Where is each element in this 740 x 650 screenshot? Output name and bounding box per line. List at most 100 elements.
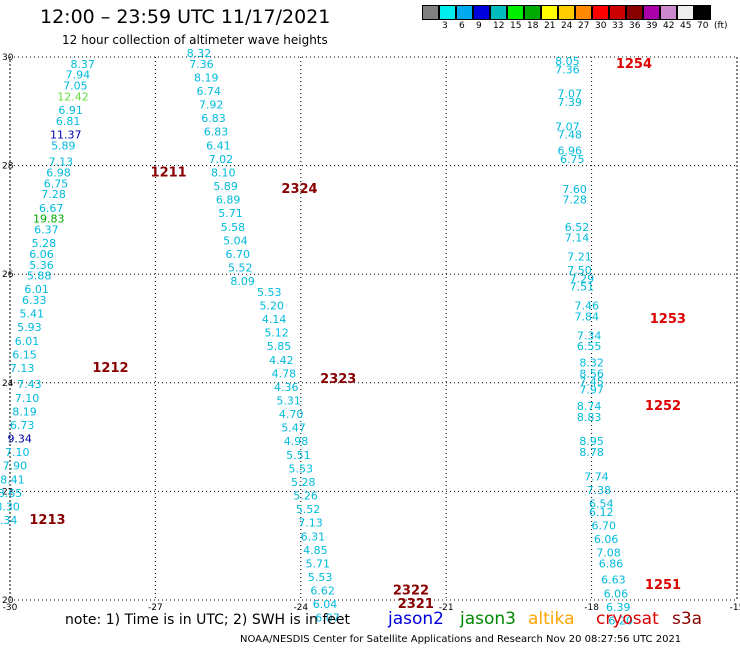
swh-value: 7.51 [570, 280, 595, 293]
swh-value: 6.63 [601, 574, 626, 587]
swh-value: 5.85 [267, 340, 292, 353]
track-time-label: 2322 [393, 584, 429, 599]
y-tick-label: 28 [2, 162, 14, 172]
credit-line: NOAA/NESDIS Center for Satellite Applica… [240, 634, 682, 645]
swh-value: 8.56 [579, 367, 604, 380]
swh-value: 7.46 [575, 299, 600, 312]
swh-value: 4.14 [262, 313, 287, 326]
swh-value: 9.34 [7, 433, 32, 446]
satellite-name: jason3 [460, 609, 516, 629]
swh-value: 6.41 [206, 139, 231, 152]
colorbar-swatch [490, 5, 507, 20]
swh-value: 6.75 [560, 153, 585, 166]
colorbar-label: 9 [476, 21, 482, 31]
swh-value: 6.07 [315, 612, 340, 625]
colorbar-label: 18 [527, 21, 539, 31]
colorbar [422, 5, 711, 20]
colorbar-swatch [643, 5, 660, 20]
track-time-label: 2321 [398, 597, 434, 612]
swh-value: 6.04 [313, 598, 338, 611]
swh-value: 6.01 [15, 335, 40, 348]
swh-value: 8.32 [187, 47, 212, 60]
swh-value: 5.52 [296, 503, 321, 516]
colorbar-swatch [507, 5, 524, 20]
swh-value: 8.41 [0, 473, 25, 486]
swh-value: 8.10 [211, 166, 236, 179]
swh-value: 8.95 [579, 435, 604, 448]
track-time-label: 2324 [281, 182, 317, 197]
swh-value: 7.34 [0, 514, 17, 527]
colorbar-label: 27 [578, 21, 590, 31]
swh-value: 6.70 [591, 519, 616, 532]
colorbar-label: 21 [544, 21, 556, 31]
swh-value: 5.53 [257, 286, 282, 299]
swh-value: 7.28 [41, 188, 66, 201]
swh-value: 5.41 [20, 308, 45, 321]
colorbar-label: 42 [663, 21, 675, 31]
track-time-label: 1213 [29, 513, 65, 528]
colorbar-label: 15 [510, 21, 522, 31]
swh-value: 8.37 [70, 58, 95, 71]
swh-value: 7.92 [199, 99, 224, 112]
swh-value: 6.83 [204, 126, 229, 139]
swh-value: 5.12 [264, 327, 289, 340]
swh-value: 6.91 [58, 104, 83, 117]
colorbar-swatch [558, 5, 575, 20]
track-time-label: 2323 [320, 372, 356, 387]
colorbar-label: 70 [697, 21, 709, 31]
swh-value: 6.70 [226, 248, 251, 261]
swh-value: 7.05 [63, 80, 88, 93]
swh-value: 6.83 [201, 112, 226, 125]
swh-value: 7.02 [209, 153, 234, 166]
swh-value: 5.88 [27, 270, 52, 283]
colorbar-swatch [524, 5, 541, 20]
swh-value: 4.98 [284, 435, 309, 448]
colorbar-swatch [694, 5, 711, 20]
swh-value: 7.74 [584, 471, 609, 484]
colorbar-label: (ft) [714, 21, 728, 31]
x-tick-label: -15 [730, 603, 740, 613]
swh-value: 7.14 [565, 232, 590, 245]
track-time-label: 1251 [645, 578, 681, 593]
colorbar-label: 12 [493, 21, 505, 31]
swh-value: 8.30 [0, 500, 20, 513]
swh-value: 7.94 [66, 69, 91, 82]
axis-labels: -30 -27 -24 -21 -18 -15 20 22 24 26 28 30 [2, 53, 740, 613]
swh-value: 4.36 [274, 381, 299, 394]
swh-value: 6.62 [310, 585, 335, 598]
satellite-name: jason2 [388, 609, 444, 629]
swh-value: 7.08 [596, 547, 621, 560]
footnote: note: 1) Time is in UTC; 2) SWH is in fe… [65, 612, 351, 628]
colorbar-label: 24 [561, 21, 573, 31]
wave-height-tracks: 8.377.947.0512.426.916.8111.375.897.136.… [0, 47, 686, 627]
swh-value: 5.53 [289, 462, 314, 475]
swh-value: 6.89 [216, 194, 241, 207]
swh-value: 7.60 [562, 183, 587, 196]
swh-value: 7.13 [298, 517, 323, 530]
swh-value: 8.05 [555, 55, 580, 68]
swh-value: 5.53 [308, 571, 333, 584]
swh-value: 7.97 [579, 384, 604, 397]
swh-value: 6.20 [608, 614, 633, 627]
page-subtitle: 12 hour collection of altimeter wave hei… [62, 33, 328, 47]
colorbar-label: 30 [595, 21, 607, 31]
swh-value: 5.51 [286, 449, 311, 462]
swh-value: 6.67 [39, 202, 64, 215]
swh-value: 6.81 [56, 115, 81, 128]
swh-value: 6.12 [589, 506, 614, 519]
swh-value: 4.78 [272, 367, 297, 380]
colorbar-label: 3 [442, 21, 448, 31]
swh-value: 8.19 [12, 405, 37, 418]
swh-value: 6.96 [558, 145, 583, 158]
swh-value: 12.42 [57, 90, 89, 103]
swh-value: 5.28 [291, 476, 316, 489]
satellite-name: s3a [672, 609, 703, 629]
swh-value: 6.75 [44, 177, 69, 190]
swh-value: 8.32 [579, 357, 604, 370]
swh-value: 6.73 [10, 419, 35, 432]
swh-value: 7.36 [555, 63, 580, 76]
track-time-label: 1252 [645, 399, 681, 414]
colorbar-swatch [575, 5, 592, 20]
swh-value: 7.45 [579, 376, 604, 389]
swh-value: 8.65 [0, 487, 22, 500]
